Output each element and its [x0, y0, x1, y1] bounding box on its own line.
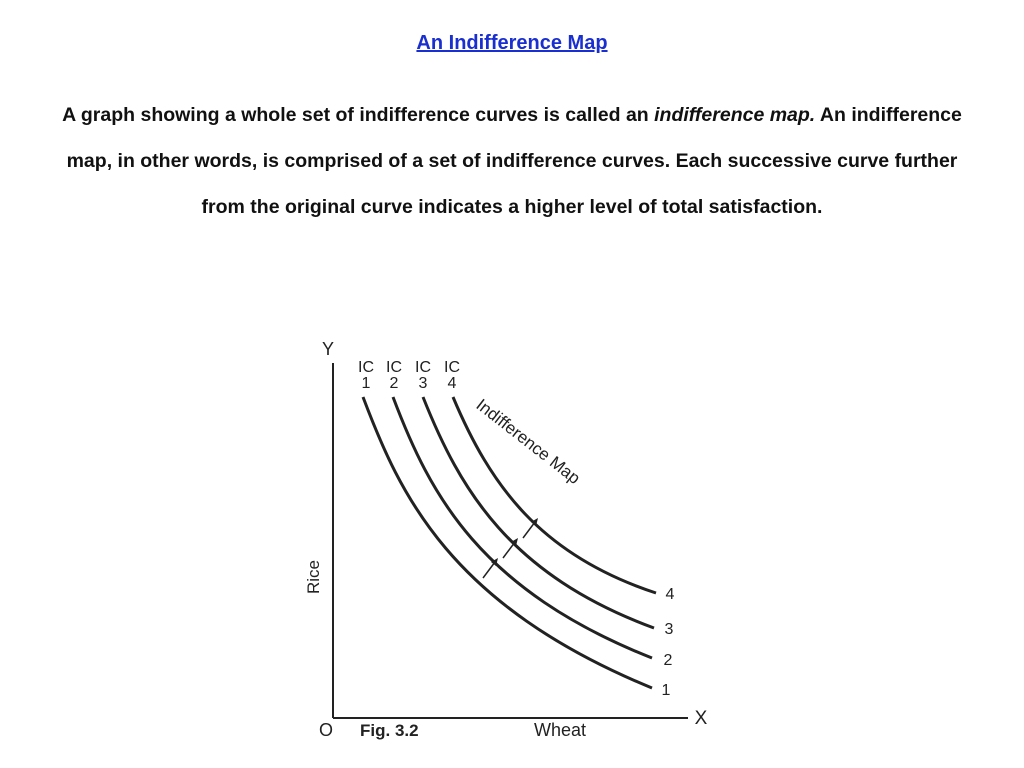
curve-3-end-label: 3: [665, 621, 674, 638]
curve-2-top-label-num: 2: [390, 375, 399, 392]
curve-4-top-label-ic: IC: [444, 359, 460, 376]
curve-4-top-label-num: 4: [448, 375, 457, 392]
slide-title: An Indifference Map: [0, 32, 1024, 55]
indifference-curve-3: IC 3 3: [415, 359, 674, 638]
curve-3-top-label-num: 3: [419, 375, 428, 392]
curve-line-1: [361, 396, 653, 690]
x-axis-letter: X: [695, 708, 708, 729]
figure-caption: Fig. 3.2: [360, 721, 419, 740]
curve-3-top-label-ic: IC: [415, 359, 431, 376]
curve-line-4: [451, 396, 657, 595]
origin-label: O: [319, 720, 333, 740]
paragraph-emphasis: indifference map.: [654, 104, 816, 126]
paragraph-text-end: An indifference map, in other words, is …: [66, 104, 962, 218]
title-link[interactable]: An Indifference Map: [416, 32, 608, 54]
curve-1-top-label-ic: IC: [358, 359, 374, 376]
curve-2-end-label: 2: [664, 652, 673, 669]
indifference-map-diagram: Y X O Fig. 3.2 Wheat Rice Indifference M…: [304, 339, 708, 740]
curve-line-2: [391, 396, 653, 660]
y-axis-label: Rice: [304, 560, 323, 594]
indifference-curve-1: IC 1 1: [358, 359, 671, 699]
arrow-curve-3-to-4: [522, 518, 538, 539]
curve-2-top-label-ic: IC: [386, 359, 402, 376]
indifference-map-figure: Y X O Fig. 3.2 Wheat Rice Indifference M…: [290, 335, 730, 745]
x-axis-label: Wheat: [534, 720, 586, 740]
arrow-curve-1-to-2: [482, 558, 498, 579]
map-label: Indifference Map: [473, 395, 584, 488]
y-axis-letter: Y: [322, 339, 334, 359]
paragraph-text-start: A graph showing a whole set of indiffere…: [62, 104, 655, 126]
curve-line-3: [421, 396, 655, 630]
curve-1-top-label-num: 1: [362, 375, 371, 392]
indifference-curve-2: IC 2 2: [386, 359, 673, 669]
curve-1-end-label: 1: [662, 682, 671, 699]
arrow-curve-2-to-3: [502, 538, 518, 559]
body-paragraph: A graph showing a whole set of indiffere…: [60, 92, 964, 230]
curve-4-end-label: 4: [666, 586, 675, 603]
indifference-curve-4: IC 4 4: [444, 359, 675, 603]
